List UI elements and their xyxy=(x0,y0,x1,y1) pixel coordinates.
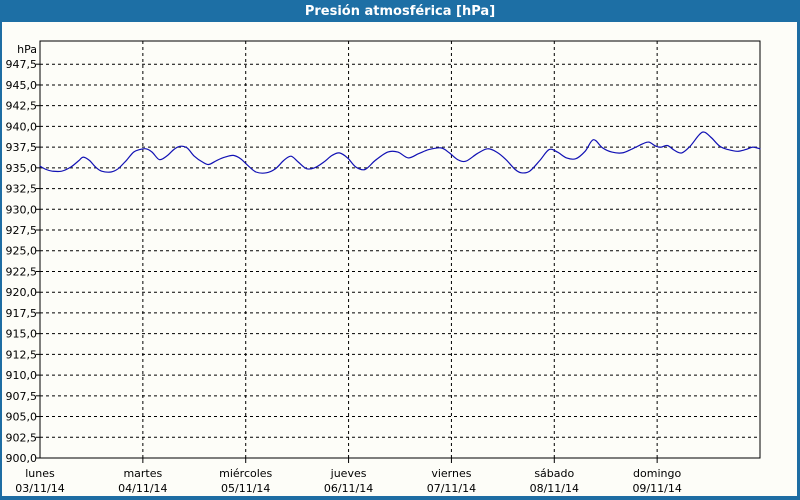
y-tick-label: 915,0 xyxy=(6,328,38,341)
y-tick-label: 935,0 xyxy=(6,162,38,175)
day-date-label: 08/11/14 xyxy=(530,482,579,495)
plot-border xyxy=(39,40,761,459)
y-tick-label: 947,5 xyxy=(6,58,38,71)
y-tick-label: 942,5 xyxy=(6,100,38,113)
y-tick-label: 937,5 xyxy=(6,141,38,154)
y-tick-label: 927,5 xyxy=(6,224,38,237)
y-tick-label: 940,0 xyxy=(6,120,38,133)
day-date-label: 04/11/14 xyxy=(118,482,167,495)
y-tick-label: 932,5 xyxy=(6,183,38,196)
pressure-chart: 947,5 945,0 942,5 940,0 937,5 935,0 932,5 930,0… xyxy=(6,40,761,495)
day-name-label: lunes xyxy=(25,467,55,480)
y-tick-label: 922,5 xyxy=(6,265,38,278)
y-tick-label: 907,5 xyxy=(6,390,38,403)
window-titlebar: Presión atmosférica [hPa] xyxy=(0,0,800,22)
day-name-label: martes xyxy=(123,467,162,480)
y-tick-label: 900,0 xyxy=(6,452,38,465)
day-date-label: 07/11/14 xyxy=(427,482,476,495)
day-name-label: viernes xyxy=(431,467,471,480)
y-tick-label: 902,5 xyxy=(6,431,38,444)
chart-content-area: 947,5 945,0 942,5 940,0 937,5 935,0 932,5 930,0… xyxy=(2,22,797,496)
y-tick-label: 925,0 xyxy=(6,245,38,258)
y-tick-label: 912,5 xyxy=(6,348,38,361)
window-title: Presión atmosférica [hPa] xyxy=(304,3,496,19)
y-tick-label: 945,0 xyxy=(6,79,38,92)
day-name-label: sábado xyxy=(534,467,574,480)
y-tick-label: 920,0 xyxy=(6,286,38,299)
pressure-line xyxy=(39,131,761,174)
y-tick-label: 930,0 xyxy=(6,203,38,216)
y-axis-unit-label: hPa xyxy=(17,43,37,56)
y-tick-label: 917,5 xyxy=(6,307,38,320)
y-tick-label: 905,0 xyxy=(6,411,38,424)
day-date-label: 03/11/14 xyxy=(15,482,64,495)
day-name-label: miércoles xyxy=(219,467,272,480)
y-tick-label: 910,0 xyxy=(6,369,38,382)
day-name-label: jueves xyxy=(330,467,367,480)
day-date-label: 09/11/14 xyxy=(632,482,681,495)
day-date-label: 06/11/14 xyxy=(324,482,373,495)
day-date-label: 05/11/14 xyxy=(221,482,270,495)
day-name-label: domingo xyxy=(633,467,681,480)
